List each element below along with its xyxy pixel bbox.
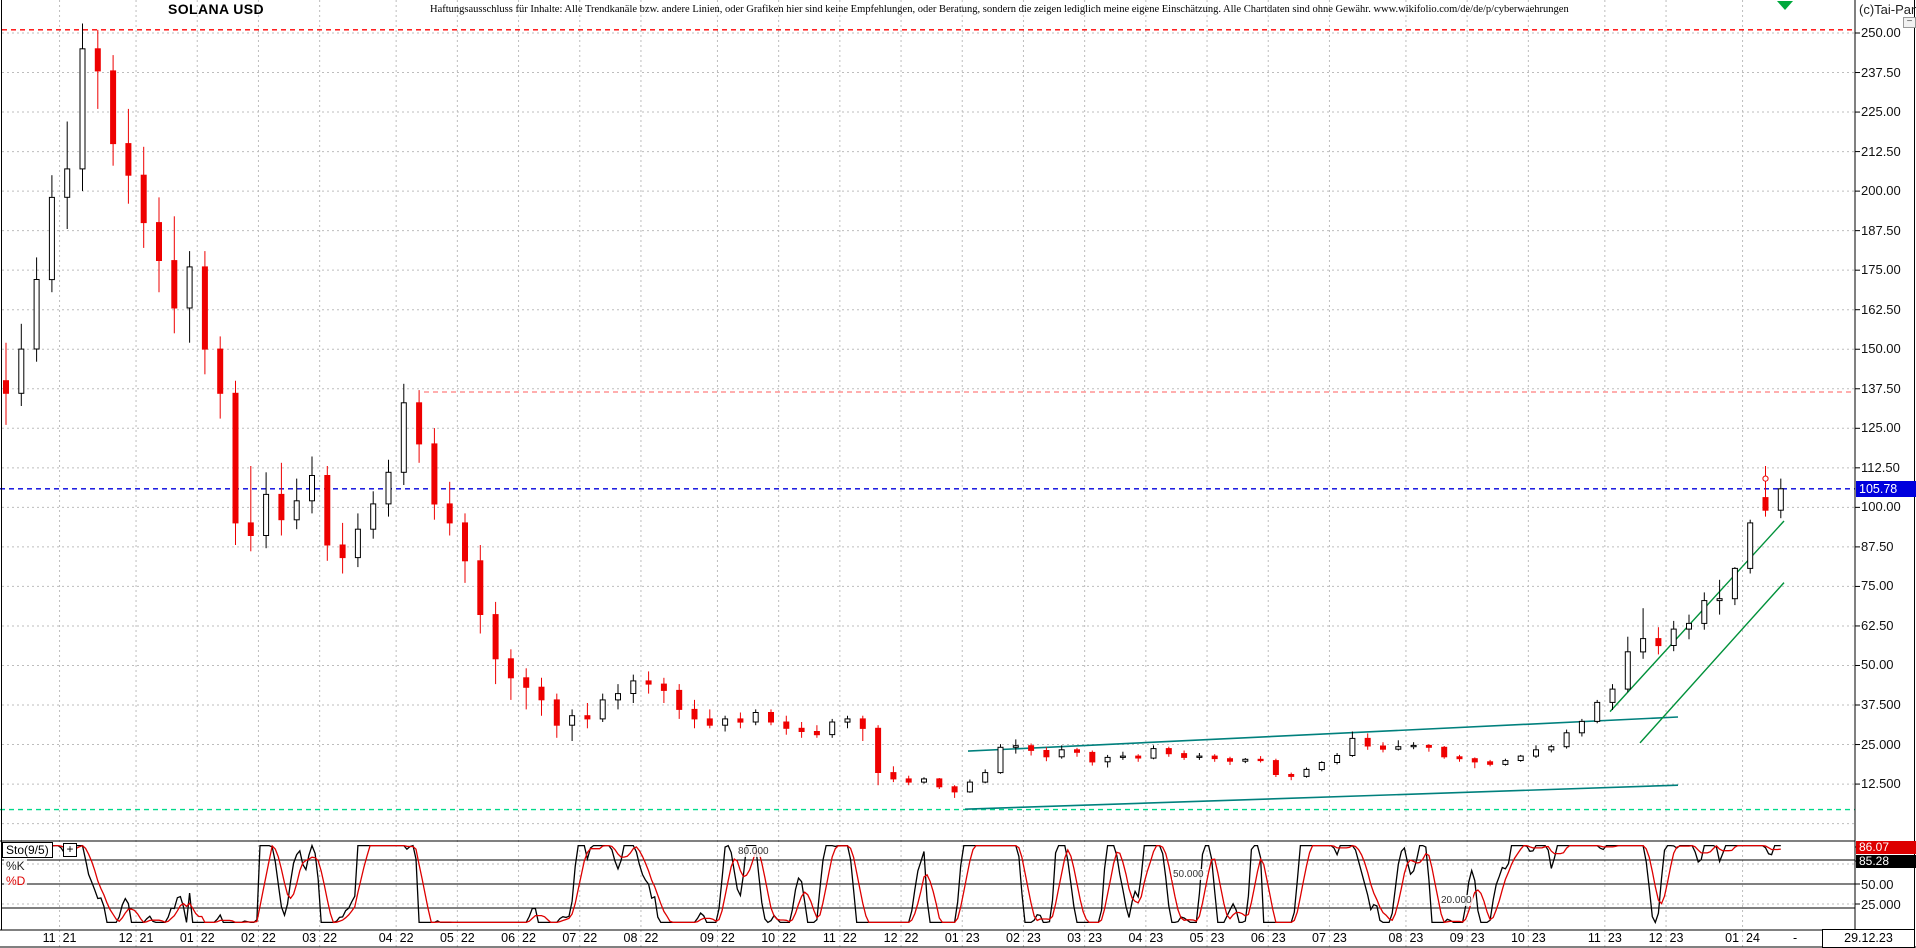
price-axis-label: 100.00 xyxy=(1861,499,1901,515)
steep-channel-lower xyxy=(1639,582,1785,744)
date-axis-label: 08 22 xyxy=(623,931,659,945)
date-axis-label: 07 22 xyxy=(562,931,598,945)
stochastic-axis-label-50: 50.00 xyxy=(1861,877,1894,892)
date-axis-label: 04 22 xyxy=(378,931,414,945)
price-axis-label: 87.50 xyxy=(1861,538,1894,554)
date-axis-label: 12 22 xyxy=(883,931,919,945)
disclaimer-text: Haftungsausschluss für Inhalte: Alle Tre… xyxy=(430,4,1569,15)
stochastic-level-label-50: 50.000 xyxy=(1172,869,1205,880)
channel-lower xyxy=(964,784,1679,810)
price-axis-label: 150.00 xyxy=(1861,341,1901,357)
price-axis-label: 187.50 xyxy=(1861,222,1901,238)
stochastic-d-value-badge: 86.07 xyxy=(1856,841,1916,854)
date-axis-label: 03 22 xyxy=(302,931,338,945)
date-axis-label: 02 23 xyxy=(1006,931,1041,945)
current-price-badge: 105.78 xyxy=(1856,481,1916,497)
price-axis-label: 250.00 xyxy=(1861,25,1901,40)
date-axis-label: 12 23 xyxy=(1648,931,1684,945)
price-axis-label: 237.50 xyxy=(1861,64,1901,80)
date-axis-label: 04 23 xyxy=(1128,931,1164,945)
date-axis-label: 02 22 xyxy=(241,931,276,945)
price-axis-label: 37.500 xyxy=(1861,697,1901,712)
date-axis-label: 12 21 xyxy=(118,931,154,945)
date-axis-label: 01 23 xyxy=(944,931,980,945)
date-axis-label: 11 22 xyxy=(822,931,857,945)
stochastic-level-label-80: 80.000 xyxy=(737,846,770,857)
steep-channel-upper xyxy=(1609,520,1785,713)
price-axis-label: 50.00 xyxy=(1861,657,1894,673)
markers-layer xyxy=(1762,1,1793,482)
date-axis-label: 10 22 xyxy=(761,931,797,945)
stochastic-d-line xyxy=(42,844,1781,924)
price-axis-label: 12.500 xyxy=(1861,776,1901,792)
price-axis-label: 25.000 xyxy=(1861,736,1901,752)
date-axis-label: 07 23 xyxy=(1312,931,1347,945)
price-axis-label: 162.50 xyxy=(1861,301,1901,317)
date-axis-label: 01 24 xyxy=(1725,931,1760,945)
horizontal-lines-layer[interactable] xyxy=(0,29,1855,811)
price-axis-label: 62.50 xyxy=(1861,617,1894,633)
price-axis-label: 212.50 xyxy=(1861,143,1901,159)
signal-triangle xyxy=(1777,1,1793,10)
channel-upper xyxy=(967,716,1679,752)
date-axis-separator: - xyxy=(1793,931,1798,945)
alert-circle xyxy=(1762,475,1769,482)
gridlines-layer xyxy=(2,0,1855,947)
last-date-box: 29.12.23 xyxy=(1822,929,1915,948)
price-axis-label: 200.00 xyxy=(1861,183,1901,199)
date-axis-label: 06 22 xyxy=(501,931,536,945)
date-axis-label: 01 22 xyxy=(179,931,215,945)
date-axis-label: 09 22 xyxy=(700,931,735,945)
price-axis-label: 75.00 xyxy=(1861,578,1894,594)
copyright-label: (c)Tai-Pan xyxy=(1859,2,1916,17)
stochastic-k-value-badge: 85.28 xyxy=(1856,855,1916,868)
stochastic-axis-label-25: 25.000 xyxy=(1861,897,1901,912)
chart-title: SOLANA USD xyxy=(168,1,265,17)
date-axis-label: 05 22 xyxy=(439,931,475,945)
price-axis-label: 175.00 xyxy=(1861,262,1901,278)
indicator-name-button[interactable]: Sto(9/5) xyxy=(2,842,53,858)
date-axis-label: 08 23 xyxy=(1388,931,1424,945)
price-axis-label: 137.50 xyxy=(1861,380,1901,396)
add-indicator-icon[interactable]: + xyxy=(63,843,77,857)
stochastic-d-label: %D xyxy=(4,874,28,888)
price-axis-label: 125.00 xyxy=(1861,420,1901,436)
stochastic-k-label: %K xyxy=(4,859,27,873)
date-axis-label: 11 21 xyxy=(42,931,77,945)
date-axis-label: 09 23 xyxy=(1449,931,1485,945)
date-axis-label: 10 23 xyxy=(1510,931,1546,945)
date-axis-label: 03 23 xyxy=(1067,931,1103,945)
date-axis-label: 06 23 xyxy=(1250,931,1286,945)
date-axis-label: 05 23 xyxy=(1189,931,1225,945)
collapse-icon[interactable]: − xyxy=(1903,17,1916,28)
price-axis-label: 112.50 xyxy=(1861,459,1900,475)
price-axis-label: 225.00 xyxy=(1861,104,1901,120)
date-axis-label: 11 23 xyxy=(1587,931,1622,945)
stochastic-level-label-20: 20.000 xyxy=(1440,895,1473,906)
candles-layer[interactable] xyxy=(3,23,1784,798)
trendlines-layer[interactable] xyxy=(964,520,1785,810)
